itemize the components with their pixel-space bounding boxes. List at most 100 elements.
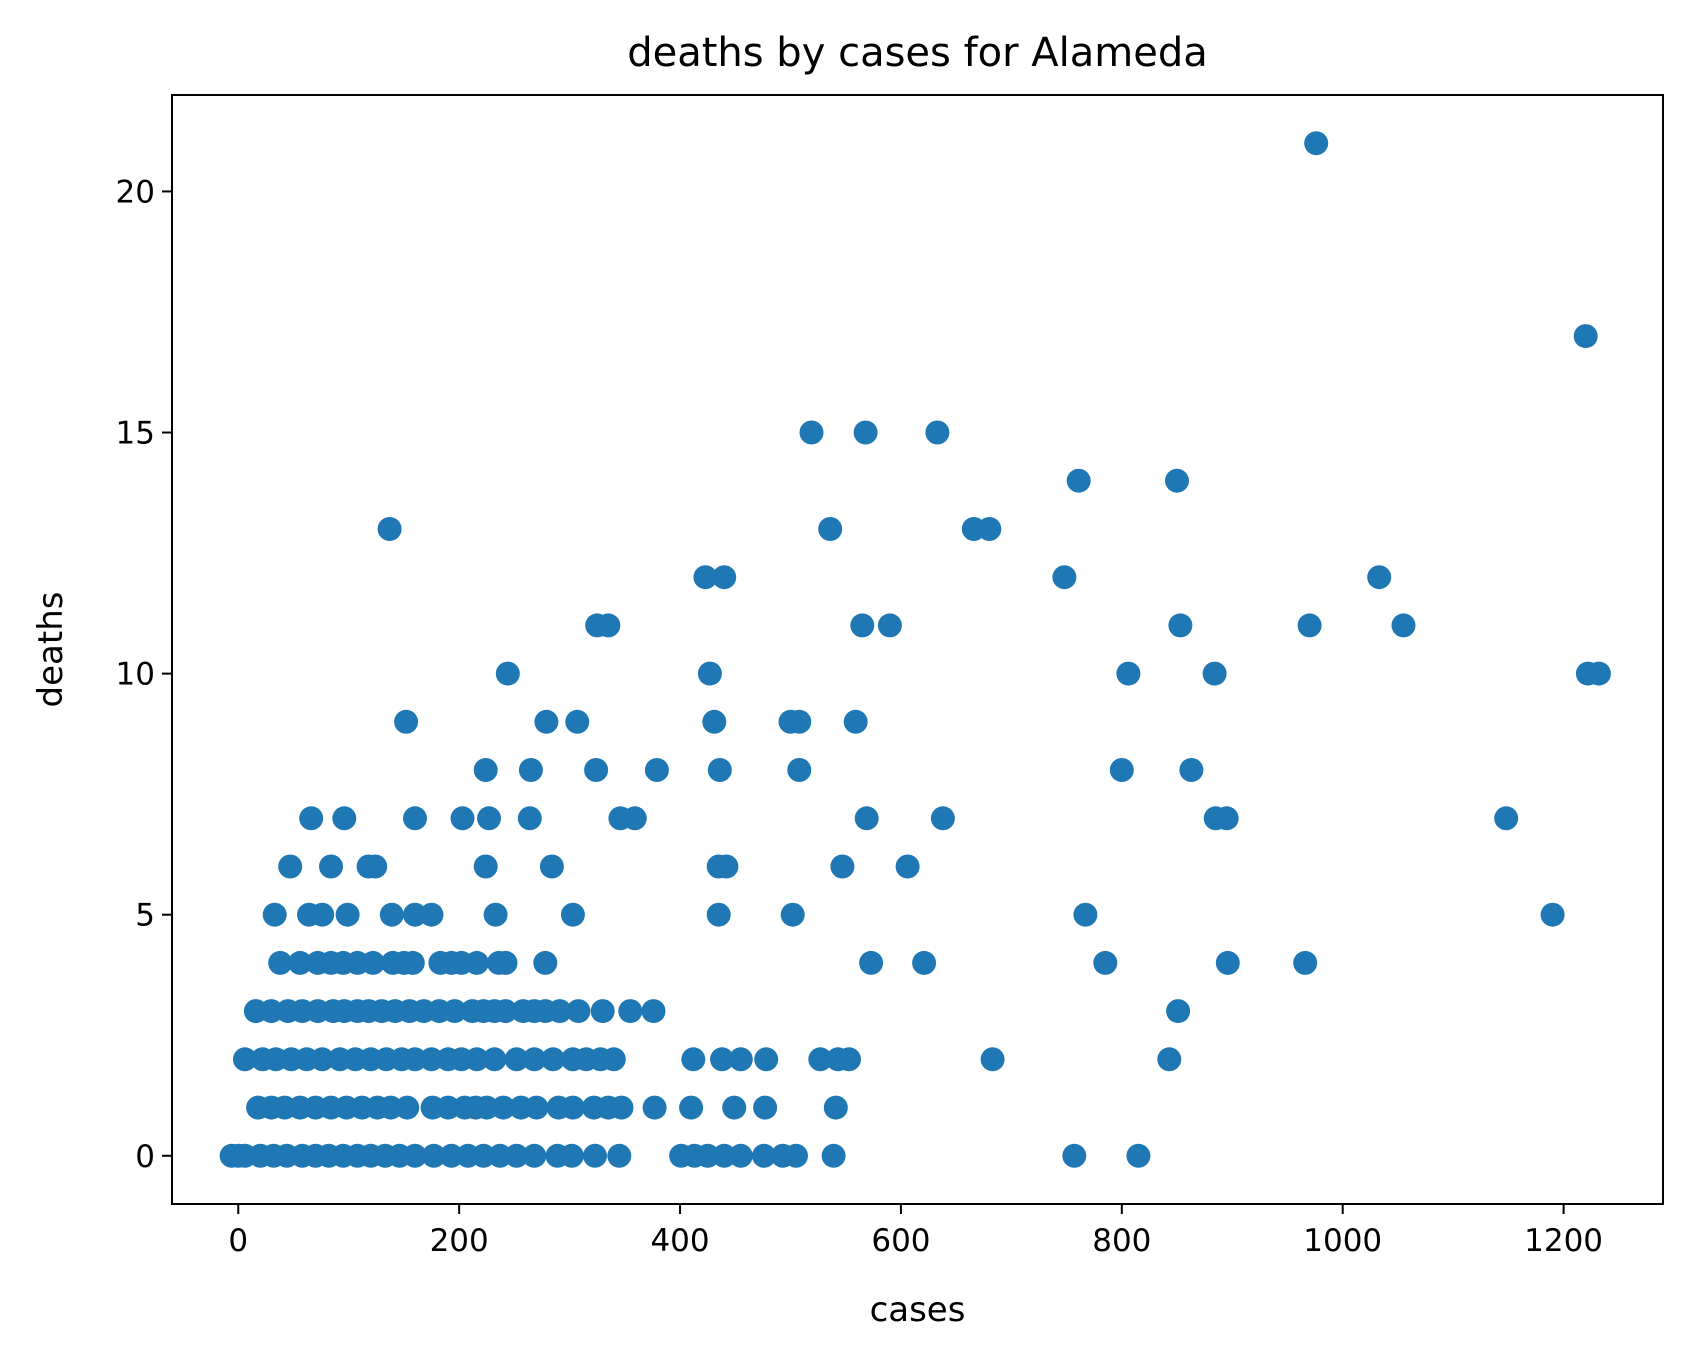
data-point — [980, 1047, 1005, 1072]
data-point — [377, 517, 402, 541]
x-tick-label: 0 — [228, 1223, 248, 1259]
data-point — [843, 709, 868, 734]
data-point — [299, 806, 324, 831]
data-point — [1391, 613, 1416, 638]
data-point — [853, 420, 878, 445]
data-point — [837, 1047, 861, 1072]
data-point — [821, 1143, 846, 1168]
data-point — [1293, 950, 1318, 975]
data-point — [232, 1047, 257, 1072]
data-point — [493, 950, 518, 975]
data-point — [477, 806, 501, 831]
data-point — [442, 999, 467, 1024]
data-point — [710, 1047, 734, 1072]
data-point — [560, 902, 585, 927]
data-point — [784, 1143, 808, 1168]
data-point — [712, 1143, 737, 1168]
x-axis-label: cases — [870, 1290, 966, 1330]
data-point — [1066, 468, 1091, 493]
data-point — [787, 758, 812, 782]
data-point — [310, 1047, 335, 1072]
data-point — [787, 709, 812, 734]
data-point — [728, 1143, 753, 1168]
data-point — [1109, 758, 1134, 782]
data-point — [584, 758, 609, 782]
data-point — [1116, 661, 1141, 686]
data-point — [1202, 661, 1227, 686]
data-point — [681, 1047, 706, 1072]
data-point — [493, 999, 518, 1024]
data-point — [332, 806, 357, 831]
data-point — [706, 902, 731, 927]
data-point — [1494, 806, 1519, 831]
data-point — [1573, 324, 1598, 349]
x-axis-ticks: 0 200 400 600 800 1000 1200 — [228, 1204, 1603, 1259]
data-point — [1304, 131, 1329, 156]
data-point — [1179, 758, 1204, 782]
data-point — [728, 1047, 753, 1072]
data-point — [1157, 1047, 1182, 1072]
y-tick-label: 5 — [135, 898, 155, 934]
data-point — [522, 1143, 547, 1168]
x-tick-label: 600 — [871, 1223, 930, 1259]
data-point — [780, 902, 805, 927]
data-point — [361, 950, 385, 975]
data-point — [483, 902, 508, 927]
data-point — [877, 613, 902, 638]
data-point — [859, 950, 884, 975]
data-point — [278, 854, 303, 879]
data-point — [419, 902, 444, 927]
data-point — [474, 1095, 499, 1120]
y-tick-label: 20 — [116, 174, 155, 210]
data-point — [622, 806, 647, 831]
data-point — [702, 709, 727, 734]
x-tick-label: 1200 — [1524, 1223, 1603, 1259]
data-point — [310, 902, 335, 927]
data-point — [395, 1095, 420, 1120]
x-tick-label: 400 — [650, 1223, 709, 1259]
data-point — [471, 1143, 496, 1168]
data-point — [977, 517, 1002, 541]
x-tick-label: 1000 — [1303, 1223, 1382, 1259]
data-point — [566, 999, 591, 1024]
data-point — [752, 1143, 776, 1168]
data-point — [379, 902, 404, 927]
data-point — [679, 1095, 704, 1120]
data-point — [473, 758, 498, 782]
y-tick-label: 15 — [116, 416, 155, 452]
data-point — [707, 758, 732, 782]
data-point — [439, 1143, 464, 1168]
data-point — [288, 950, 313, 975]
data-point — [714, 854, 739, 879]
y-tick-label: 10 — [116, 657, 155, 693]
data-point — [491, 1095, 516, 1120]
data-point — [504, 1047, 529, 1072]
data-point — [1093, 950, 1118, 975]
data-point — [259, 999, 284, 1024]
data-point — [524, 1095, 549, 1120]
points-layer — [219, 131, 1611, 1168]
data-point — [1297, 613, 1322, 638]
data-point — [753, 1095, 778, 1120]
data-point — [268, 950, 293, 975]
data-point — [695, 1143, 720, 1168]
data-point — [607, 1143, 632, 1168]
data-point — [722, 1095, 747, 1120]
data-point — [830, 854, 855, 879]
data-point — [533, 950, 558, 975]
data-point — [319, 854, 343, 879]
data-point — [1052, 565, 1077, 590]
data-point — [808, 1047, 833, 1072]
data-point — [403, 902, 427, 927]
data-point — [1367, 565, 1392, 590]
data-point — [534, 709, 559, 734]
data-point — [378, 1095, 403, 1120]
data-point — [697, 661, 722, 686]
data-point — [421, 1143, 446, 1168]
data-point — [583, 1143, 607, 1168]
data-point — [394, 709, 419, 734]
data-point — [560, 1095, 585, 1120]
data-point — [363, 854, 388, 879]
data-point — [504, 1143, 529, 1168]
